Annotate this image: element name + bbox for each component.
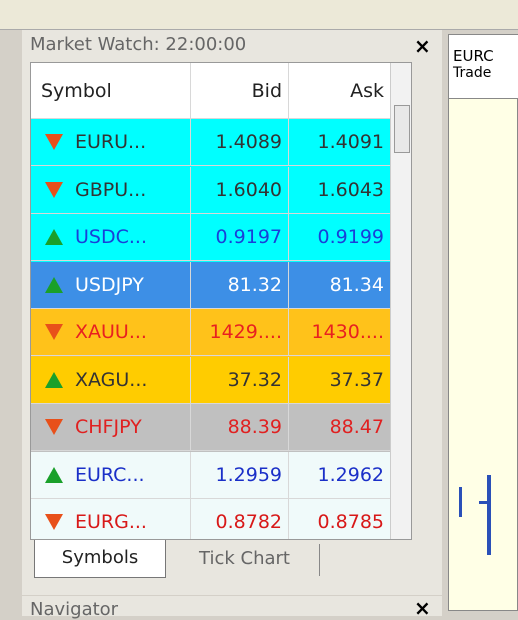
table: Symbol Bid Ask EURU... 1.4089 1.4091 GBPU... 1.… bbox=[30, 62, 412, 540]
panel-title: Market Watch: 22:00:00 bbox=[30, 34, 247, 55]
trend-arrow bbox=[45, 371, 63, 388]
column-header[interactable]: Symbol bbox=[31, 63, 191, 119]
bid-cell: 37.32 bbox=[191, 356, 289, 404]
symbol-cell: EURU... bbox=[31, 119, 191, 166]
trend-arrow bbox=[45, 514, 63, 530]
navigator-bar: Navigator × bbox=[22, 596, 442, 620]
row[interactable] bbox=[31, 309, 391, 357]
navigator-close[interactable]: × bbox=[414, 596, 431, 620]
trend-arrow bbox=[45, 466, 63, 483]
trend-arrow bbox=[45, 419, 63, 435]
row[interactable] bbox=[31, 499, 391, 539]
toolbar bbox=[0, 0, 518, 30]
scroll-thumb[interactable] bbox=[394, 105, 410, 153]
trend-arrow bbox=[45, 324, 63, 340]
symbol-cell: CHFJPY bbox=[31, 404, 191, 451]
chart-window: EURC Trade bbox=[448, 34, 518, 611]
scrollbar[interactable] bbox=[390, 63, 411, 539]
ask-cell: 37.37 bbox=[289, 356, 391, 404]
ask-cell: 0.9199 bbox=[289, 214, 391, 261]
trend-arrow bbox=[45, 229, 63, 245]
candle bbox=[459, 487, 462, 517]
chart-header bbox=[449, 35, 518, 99]
bid-cell: 1.6040 bbox=[191, 166, 289, 214]
symbol-cell: EURC... bbox=[31, 451, 191, 499]
ask-cell: 1.6043 bbox=[289, 166, 391, 214]
column-header[interactable]: Bid bbox=[191, 63, 289, 119]
symbol-cell: USDC... bbox=[31, 214, 191, 261]
trend-arrow bbox=[45, 181, 63, 198]
symbol-cell: XAGU... bbox=[31, 356, 191, 404]
tab-bar: Symbols Tick Chart bbox=[22, 540, 442, 582]
chart-subtitle: Trade bbox=[453, 65, 492, 81]
ask-cell: 0.8785 bbox=[289, 499, 391, 539]
close-button[interactable]: × bbox=[414, 34, 431, 58]
trend-arrow bbox=[45, 134, 63, 150]
navigator-title: Navigator bbox=[30, 599, 119, 620]
row[interactable] bbox=[31, 119, 391, 167]
bid-cell: 81.32 bbox=[191, 261, 289, 309]
symbol-cell: USDJPY bbox=[31, 261, 191, 309]
bid-cell: 1.2959 bbox=[191, 451, 289, 499]
symbol-cell: EURG... bbox=[31, 499, 191, 539]
bid-cell: 1.4089 bbox=[191, 119, 289, 166]
ask-cell: 1.2962 bbox=[289, 451, 391, 499]
row[interactable] bbox=[31, 261, 391, 309]
ask-cell: 81.34 bbox=[289, 261, 391, 309]
tab[interactable]: Symbols bbox=[34, 540, 166, 578]
bid-cell: 1429.... bbox=[191, 309, 289, 356]
row[interactable] bbox=[31, 404, 391, 452]
ask-cell: 1430.... bbox=[289, 309, 391, 356]
column-header[interactable]: Ask bbox=[289, 63, 391, 119]
symbol-cell: GBPU... bbox=[31, 166, 191, 214]
bid-cell: 0.8782 bbox=[191, 499, 289, 539]
candle-tick bbox=[479, 501, 489, 504]
row[interactable] bbox=[31, 214, 391, 262]
row[interactable] bbox=[31, 356, 391, 404]
ask-cell: 88.47 bbox=[289, 404, 391, 451]
bid-cell: 0.9197 bbox=[191, 214, 289, 261]
bid-cell: 88.39 bbox=[191, 404, 289, 451]
symbol-cell: XAUU... bbox=[31, 309, 191, 356]
row[interactable] bbox=[31, 451, 391, 499]
chart-title: EURC bbox=[453, 47, 494, 65]
trend-arrow bbox=[45, 276, 63, 293]
row[interactable] bbox=[31, 166, 391, 214]
ask-cell: 1.4091 bbox=[289, 119, 391, 166]
tab[interactable]: Tick Chart bbox=[170, 544, 320, 576]
candle bbox=[487, 475, 491, 555]
